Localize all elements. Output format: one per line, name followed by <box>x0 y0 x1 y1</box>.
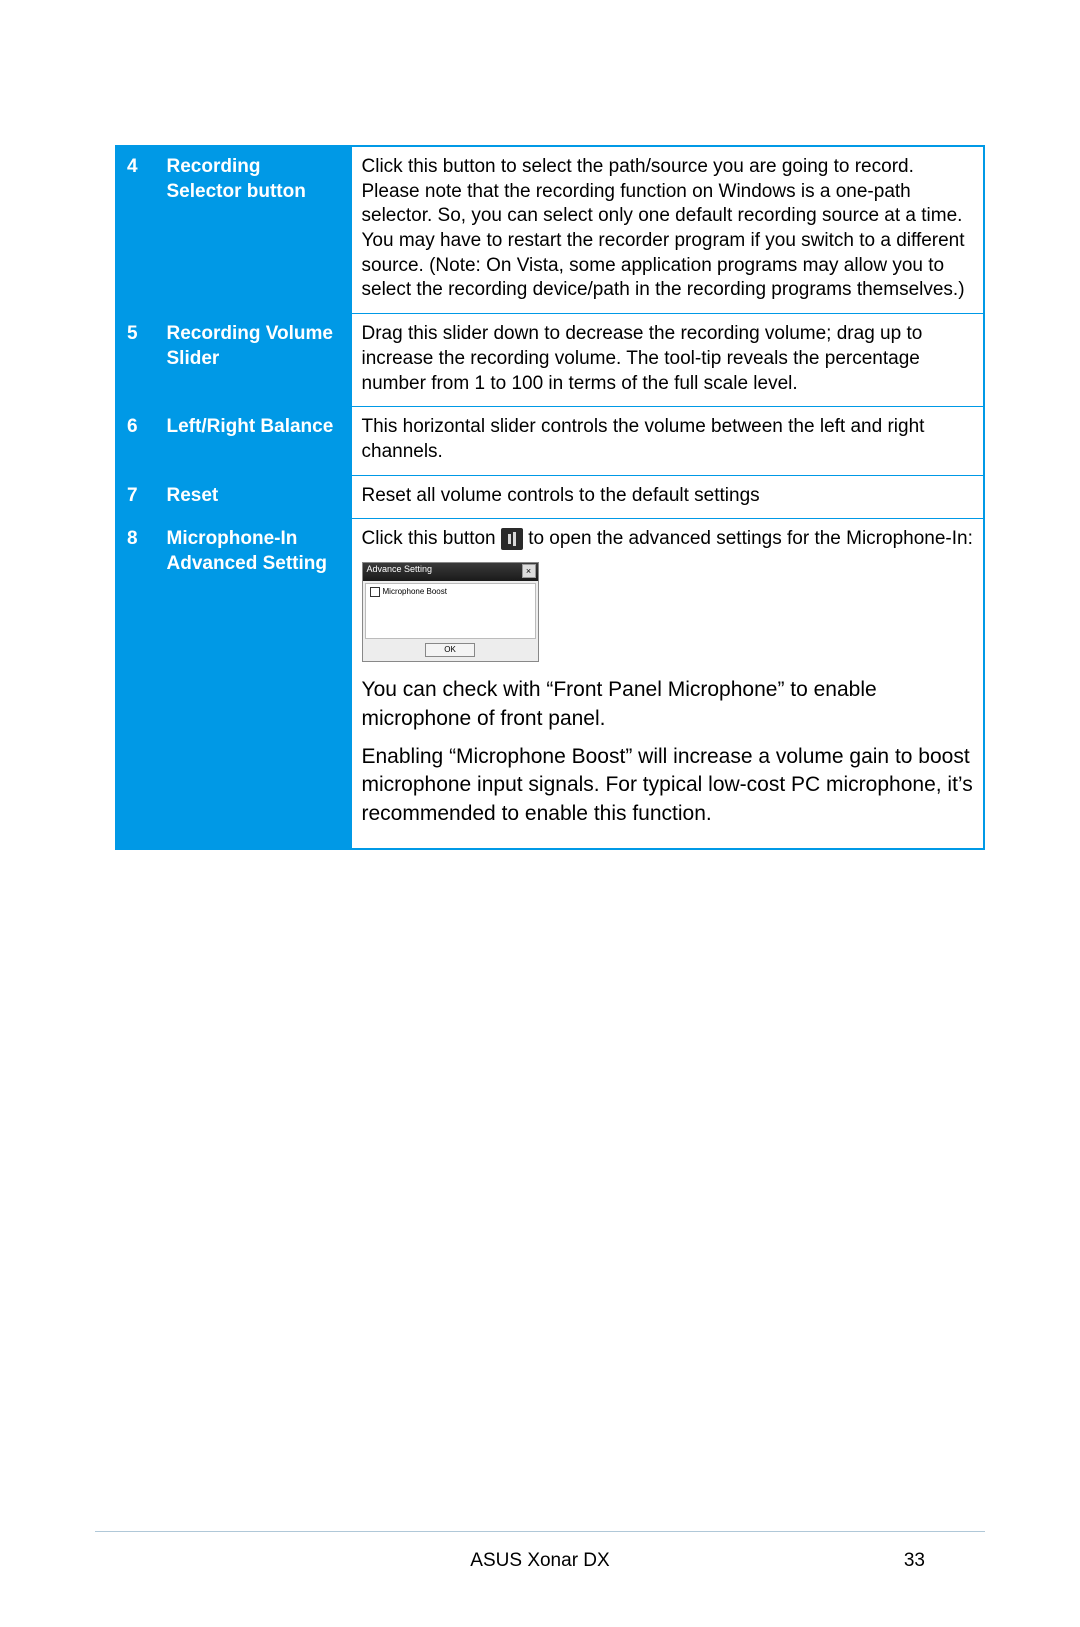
ok-button: OK <box>425 643 475 657</box>
row-desc: Reset all volume controls to the default… <box>351 475 984 519</box>
manual-page: 4 Recording Selector button Click this b… <box>0 0 1080 1627</box>
close-icon: × <box>522 564 536 578</box>
desc-paragraph: You can check with “Front Panel Micropho… <box>362 676 974 733</box>
checkbox-icon <box>370 587 380 597</box>
row-name: Microphone-In Advanced Setting <box>156 519 351 849</box>
dialog-checkbox-label: Microphone Boost <box>383 587 447 596</box>
advance-setting-dialog: Advance Setting × Microphone Boost OK <box>362 562 539 662</box>
dialog-buttons: OK <box>363 641 538 661</box>
settings-table: 4 Recording Selector button Click this b… <box>115 145 985 850</box>
row-name: Reset <box>156 475 351 519</box>
page-footer: ASUS Xonar DX 33 <box>95 1550 985 1572</box>
desc-text-post: to open the advanced settings for the Mi… <box>528 528 973 549</box>
table-row: 7 Reset Reset all volume controls to the… <box>116 475 984 519</box>
table-row: 6 Left/Right Balance This horizontal sli… <box>116 407 984 475</box>
row-number: 6 <box>116 407 156 475</box>
row-name: Recording Selector button <box>156 146 351 314</box>
footer-page-number: 33 <box>904 1550 925 1572</box>
row-desc: Drag this slider down to decrease the re… <box>351 314 984 407</box>
row-number: 7 <box>116 475 156 519</box>
footer-rule <box>95 1531 985 1532</box>
row-number: 5 <box>116 314 156 407</box>
row-desc: Click this button to open the advanced s… <box>351 519 984 849</box>
table-row: 5 Recording Volume Slider Drag this slid… <box>116 314 984 407</box>
dialog-titlebar: Advance Setting × <box>363 563 538 581</box>
dialog-body: Microphone Boost <box>365 583 536 639</box>
row-desc: This horizontal slider controls the volu… <box>351 407 984 475</box>
row-name: Recording Volume Slider <box>156 314 351 407</box>
table-row: 4 Recording Selector button Click this b… <box>116 146 984 314</box>
table-row: 8 Microphone-In Advanced Setting Click t… <box>116 519 984 849</box>
footer-product-name: ASUS Xonar DX <box>95 1550 985 1572</box>
desc-paragraph: Enabling “Microphone Boost” will increas… <box>362 743 974 828</box>
row-desc: Click this button to select the path/sou… <box>351 146 984 314</box>
dialog-title-text: Advance Setting <box>367 564 433 574</box>
row-number: 8 <box>116 519 156 849</box>
row-number: 4 <box>116 146 156 314</box>
desc-text-pre: Click this button <box>362 528 501 549</box>
row-name: Left/Right Balance <box>156 407 351 475</box>
advanced-settings-icon <box>501 528 523 550</box>
